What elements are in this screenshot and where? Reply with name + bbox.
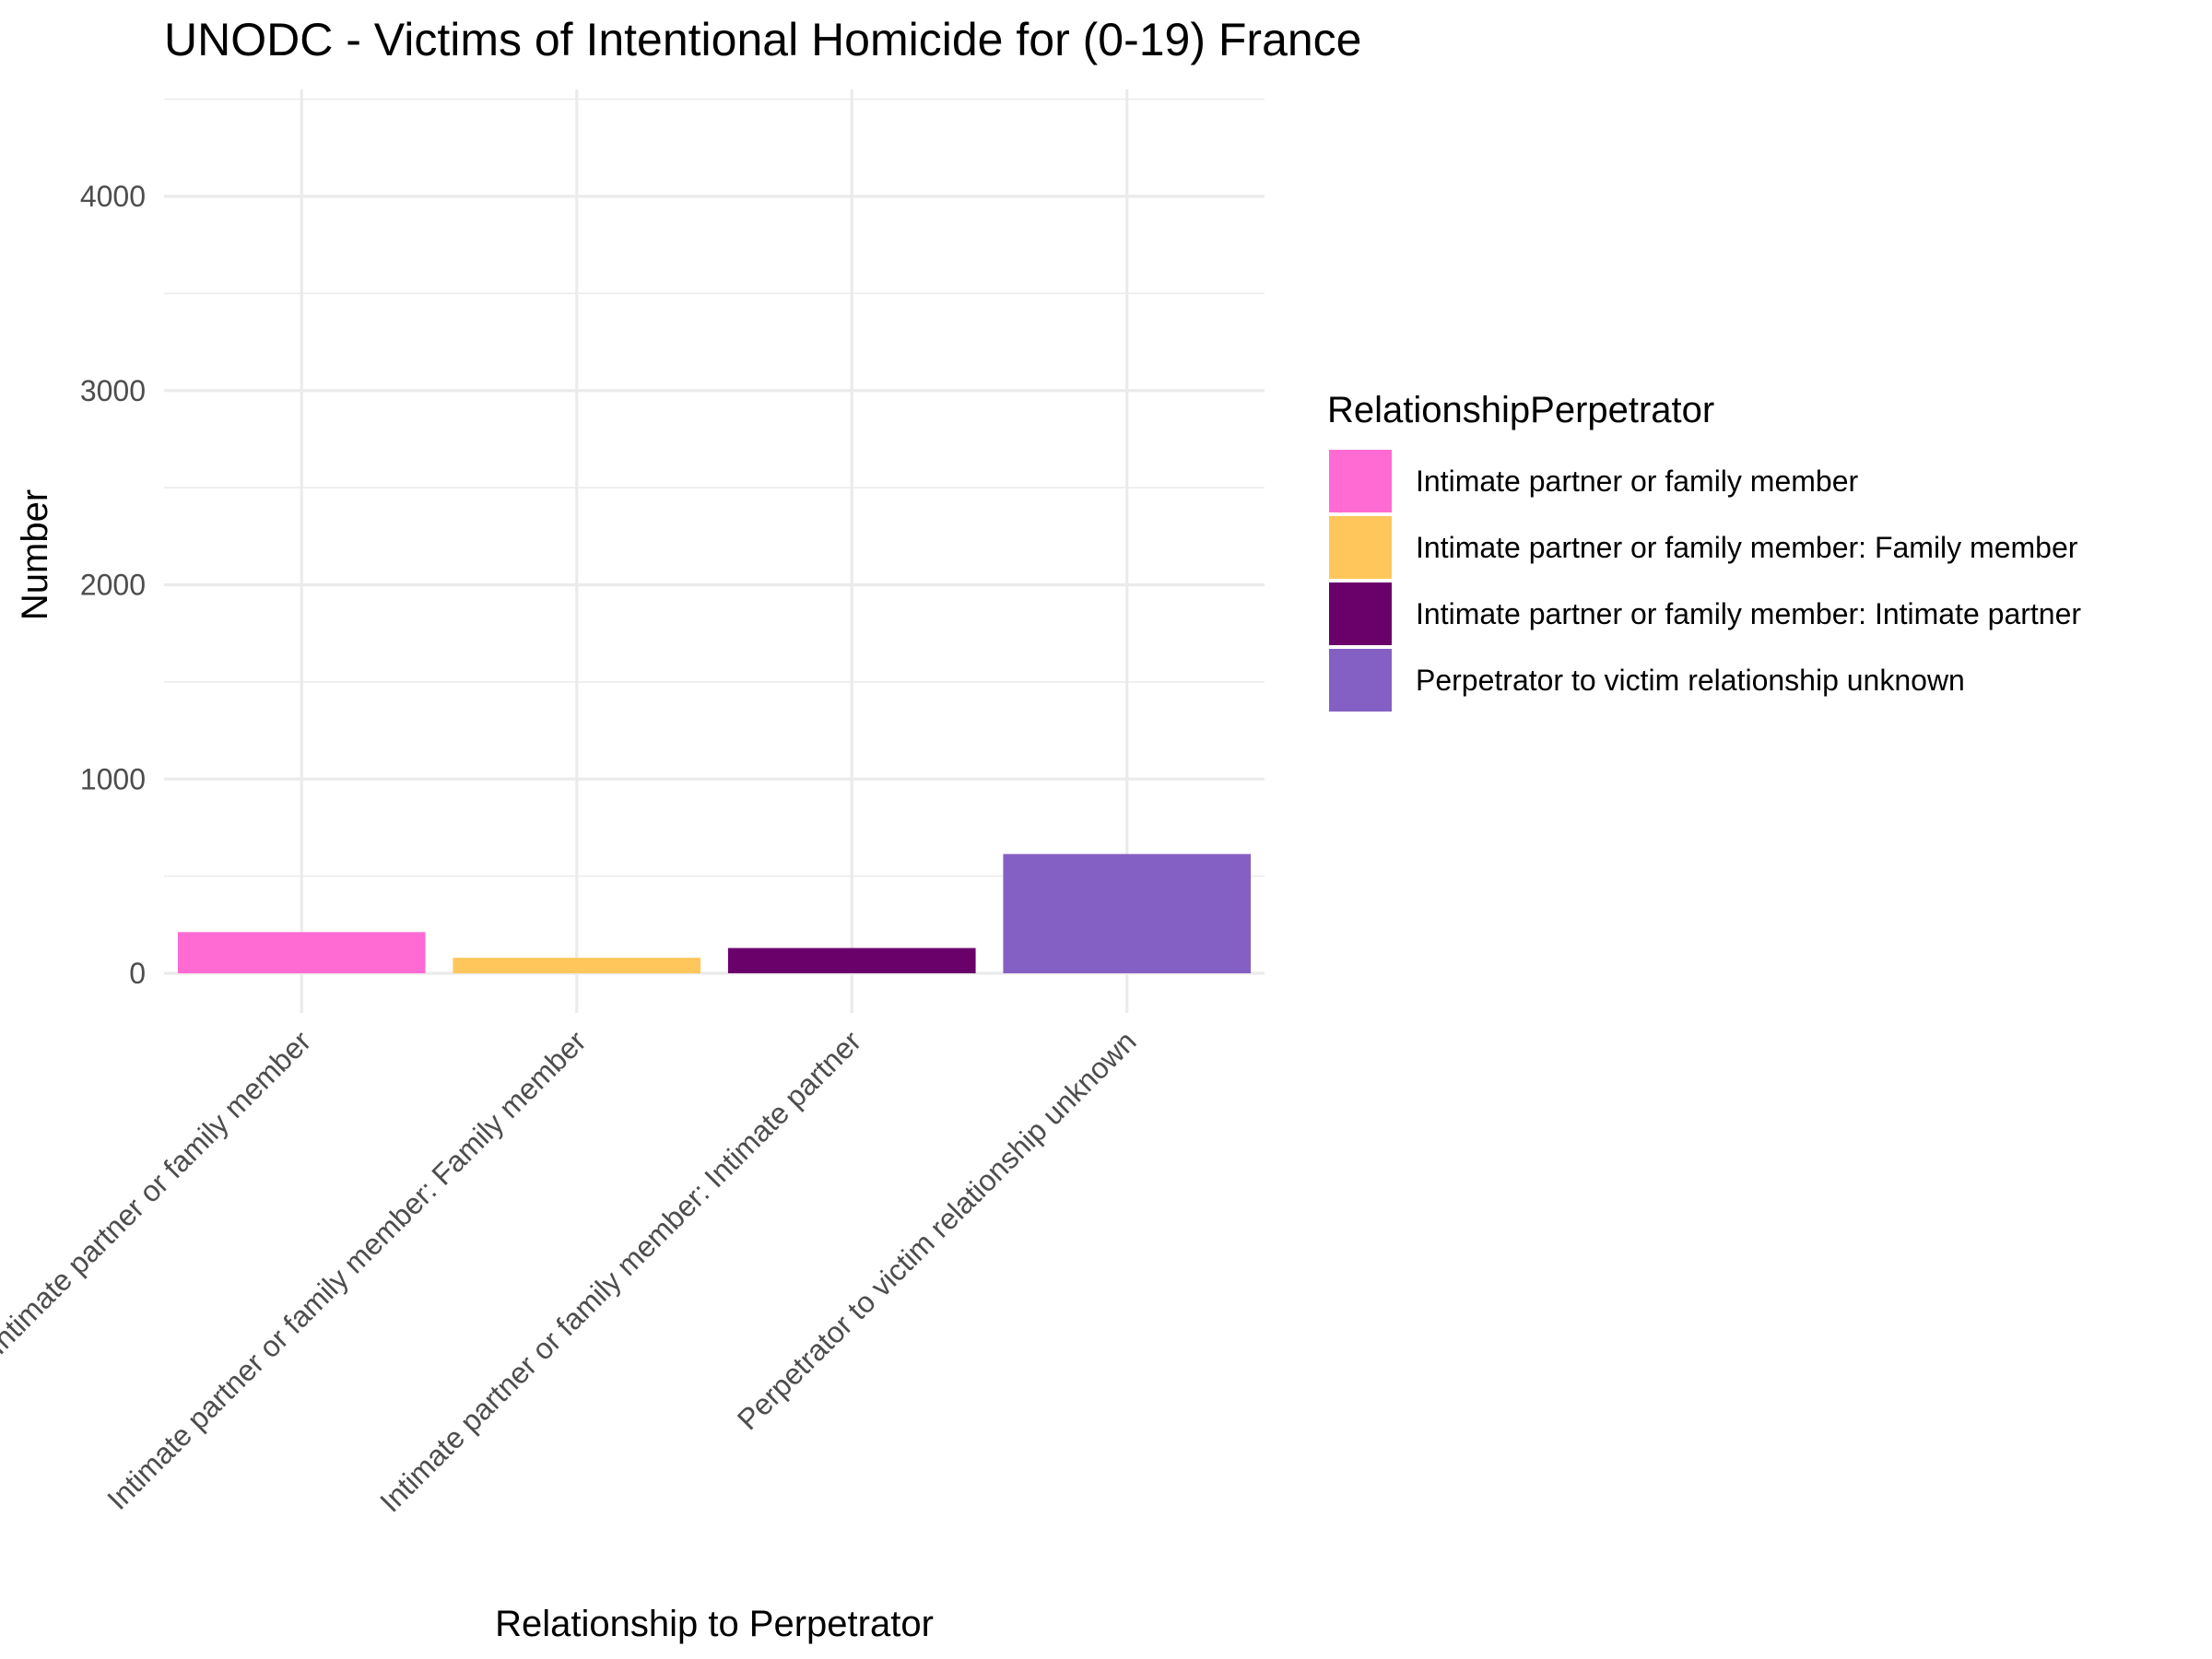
- x-tick-label: Intimate partner or family member: [0, 1024, 317, 1360]
- y-axis-title: Number: [15, 489, 55, 620]
- bar: [177, 932, 426, 973]
- legend-title: RelationshipPerpetrator: [1327, 390, 1714, 430]
- legend-label: Intimate partner or family member: [1416, 465, 1859, 498]
- legend-key: [1329, 649, 1392, 712]
- bar: [727, 947, 976, 973]
- bar: [1003, 853, 1252, 973]
- legend-label: Perpetrator to victim relationship unkno…: [1416, 664, 1965, 697]
- x-tick-label: Intimate partner or family member: Intim…: [373, 1024, 867, 1518]
- chart-title: UNODC - Victims of Intentional Homicide …: [164, 14, 1362, 65]
- x-axis-ticks: Intimate partner or family memberIntimat…: [0, 1024, 1143, 1518]
- legend-key: [1329, 582, 1392, 645]
- y-tick-label: 2000: [80, 569, 146, 602]
- legend-key: [1329, 516, 1392, 579]
- legend: RelationshipPerpetrator Intimate partner…: [1327, 390, 2081, 712]
- legend-key: [1329, 450, 1392, 512]
- y-tick-label: 4000: [80, 180, 146, 213]
- y-tick-label: 1000: [80, 762, 146, 795]
- x-axis-title: Relationship to Perpetrator: [495, 1604, 934, 1644]
- legend-items: Intimate partner or family member Intimat…: [1329, 450, 2081, 712]
- legend-label: Intimate partner or family member: Intim…: [1416, 597, 2081, 630]
- bars: [177, 853, 1252, 973]
- bar: [453, 958, 701, 973]
- x-tick-label: Intimate partner or family member: Famil…: [100, 1024, 593, 1516]
- legend-label: Intimate partner or family member: Famil…: [1416, 531, 2078, 564]
- y-tick-label: 0: [129, 957, 146, 990]
- y-axis-ticks: 0 1000 2000 3000 4000: [80, 180, 146, 990]
- y-tick-label: 3000: [80, 374, 146, 407]
